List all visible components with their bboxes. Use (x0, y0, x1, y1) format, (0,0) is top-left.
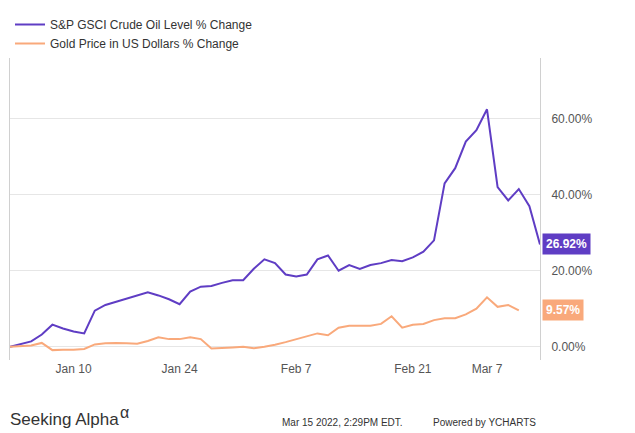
svg-text:α: α (120, 404, 129, 421)
svg-text:26.92%: 26.92% (546, 237, 587, 251)
svg-text:60.00%: 60.00% (551, 112, 592, 126)
svg-text:Seeking Alpha: Seeking Alpha (10, 410, 119, 429)
svg-text:Mar 15 2022, 2:29PM EDT.: Mar 15 2022, 2:29PM EDT. (282, 417, 403, 428)
svg-text:Mar 7: Mar 7 (472, 362, 503, 376)
svg-text:20.00%: 20.00% (551, 264, 592, 278)
svg-text:9.57%: 9.57% (546, 303, 580, 317)
svg-text:Powered by YCHARTS: Powered by YCHARTS (433, 417, 536, 428)
svg-text:S&P GSCI Crude Oil Level % Cha: S&P GSCI Crude Oil Level % Change (50, 18, 252, 32)
svg-text:40.00%: 40.00% (551, 188, 592, 202)
svg-text:Jan 10: Jan 10 (56, 362, 92, 376)
svg-text:Feb 21: Feb 21 (394, 362, 432, 376)
svg-text:Feb 7: Feb 7 (281, 362, 312, 376)
svg-text:0.00%: 0.00% (551, 340, 585, 354)
svg-text:Gold Price in US Dollars % Cha: Gold Price in US Dollars % Change (50, 37, 239, 51)
svg-text:Jan 24: Jan 24 (162, 362, 198, 376)
